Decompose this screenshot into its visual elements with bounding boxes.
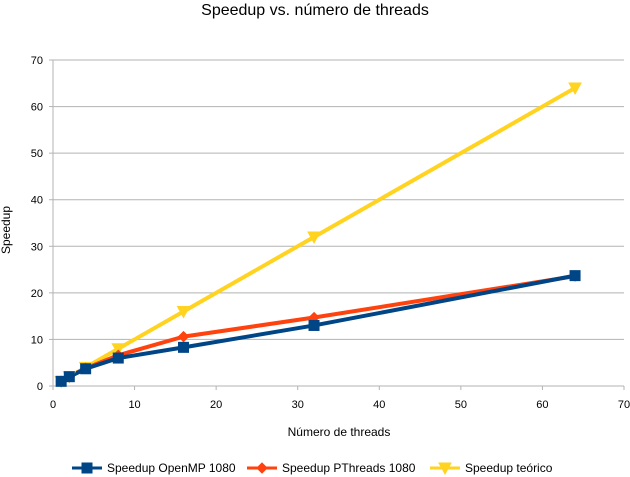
x-tick-label: 50 <box>455 399 467 411</box>
y-tick-label: 60 <box>31 102 43 114</box>
gridlines <box>53 59 624 340</box>
y-tick-label: 10 <box>31 334 43 346</box>
x-tick-label: 20 <box>210 399 222 411</box>
legend-label-0: Speedup OpenMP 1080 <box>107 461 236 475</box>
y-tick-label: 30 <box>31 241 43 253</box>
y-axis-label: Speedup <box>0 206 13 254</box>
y-tick-label: 50 <box>31 148 43 160</box>
legend-marker-1 <box>256 462 268 474</box>
series-0-point-5 <box>308 319 320 331</box>
x-tick-label: 70 <box>618 399 630 411</box>
y-tick-label: 20 <box>31 288 43 300</box>
series-2-point-4 <box>176 305 191 319</box>
tick-labels: 0 10 20 30 40 50 60 70 0 10 20 30 40 50 60 70 <box>31 55 630 411</box>
series-0-point-3 <box>112 352 124 364</box>
chart-title: Speedup vs. número de threads <box>201 2 429 19</box>
legend-marker-2 <box>438 462 452 476</box>
x-tick-label: 60 <box>536 399 548 411</box>
series-0-point-2 <box>80 363 92 375</box>
x-tick-label: 30 <box>292 399 304 411</box>
legend-label-1: Speedup PThreads 1080 <box>282 461 416 475</box>
y-tick-label: 0 <box>37 381 43 393</box>
legend: Speedup OpenMP 1080 Speedup PThreads 1080… <box>72 461 553 476</box>
series-0-point-1 <box>63 371 75 383</box>
series-2-point-5 <box>307 231 321 245</box>
series-0-point-4 <box>178 341 190 353</box>
legend-marker-0 <box>81 462 93 474</box>
series-2-point-6 <box>568 82 582 95</box>
series-2-point-3 <box>111 343 126 356</box>
markers-layer <box>54 82 582 389</box>
y-tick-label: 70 <box>31 55 43 67</box>
x-tick-label: 40 <box>373 399 385 411</box>
x-axis-label: Número de threads <box>288 425 391 439</box>
axes <box>52 60 624 387</box>
legend-label-2: Speedup teórico <box>465 461 553 475</box>
series-0-point-6 <box>569 270 581 282</box>
x-tick-label: 0 <box>50 399 56 411</box>
y-tick-label: 40 <box>31 195 43 207</box>
x-tick-label: 10 <box>128 399 140 411</box>
series-1-point-4 <box>177 330 190 343</box>
